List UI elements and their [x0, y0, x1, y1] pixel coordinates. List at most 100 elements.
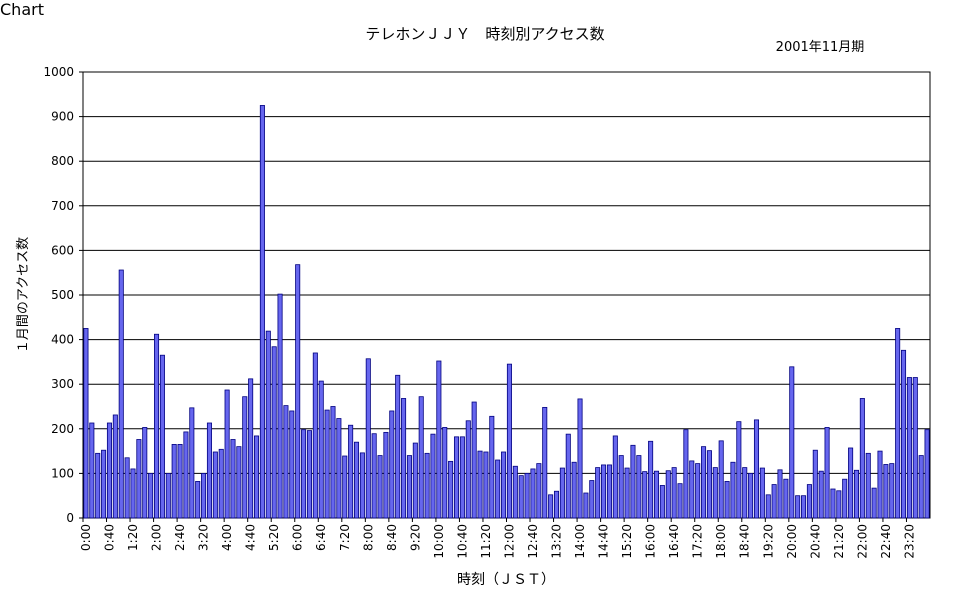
x-tick-label: 18:00: [714, 524, 728, 559]
bar: [818, 470, 824, 519]
bar: [465, 420, 471, 519]
bar: [583, 492, 589, 519]
bar: [801, 495, 807, 519]
x-tick-label: 13:20: [550, 524, 564, 559]
x-tick-label: 12:00: [502, 524, 516, 559]
bar: [218, 448, 224, 519]
bar: [853, 469, 859, 519]
x-tick-label: 3:20: [197, 524, 211, 551]
bar: [112, 414, 118, 519]
x-tick-label: 0:00: [79, 524, 93, 551]
bar: [424, 452, 430, 519]
bar: [530, 468, 536, 519]
bar: [577, 398, 583, 519]
bar: [289, 410, 295, 519]
bar: [283, 405, 289, 519]
x-tick-label: 22:00: [855, 524, 869, 559]
bar: [418, 396, 424, 519]
x-tick-label: 6:00: [291, 524, 305, 551]
bar: [318, 380, 324, 519]
bar: [448, 460, 454, 519]
bar: [771, 484, 777, 519]
x-tick-label: 14:40: [597, 524, 611, 559]
bar: [795, 495, 801, 519]
bar: [442, 427, 448, 519]
bar: [812, 449, 818, 519]
bar: [295, 264, 301, 519]
bar: [601, 464, 607, 519]
x-axis-label: 時刻（ＪＳＴ）: [457, 572, 555, 588]
x-tick-label: 23:20: [902, 524, 916, 559]
bar: [248, 378, 254, 519]
x-tick-label: 19:20: [761, 524, 775, 559]
bar: [271, 346, 277, 519]
bar: [883, 464, 889, 519]
bar: [559, 467, 565, 519]
bar: [489, 415, 495, 519]
bar: [495, 459, 501, 519]
bar: [742, 467, 748, 519]
bar: [918, 455, 924, 519]
bar: [630, 444, 636, 519]
bar: [106, 422, 112, 519]
y-tick-label: 0: [66, 511, 74, 525]
bar: [624, 467, 630, 519]
bar: [195, 481, 201, 519]
y-axis-label: １月間のアクセス数: [16, 237, 31, 353]
bar: [783, 478, 789, 519]
bar: [230, 439, 236, 519]
bar: [677, 483, 683, 519]
bar: [359, 452, 365, 519]
bar: [371, 433, 377, 519]
bar: [865, 452, 871, 519]
bar: [171, 444, 177, 519]
bar: [736, 421, 742, 519]
bar: [406, 455, 412, 519]
x-tick-label: 16:40: [667, 524, 681, 559]
x-tick-label: 15:20: [620, 524, 634, 559]
bar: [330, 406, 336, 519]
bar: [401, 398, 407, 519]
bar: [383, 431, 389, 519]
x-tick-label: 11:20: [479, 524, 493, 559]
bar: [777, 469, 783, 519]
bar: [118, 269, 124, 519]
bar: [659, 485, 665, 519]
bar: [789, 366, 795, 519]
bar: [177, 444, 183, 519]
bar: [148, 472, 154, 519]
x-tick-label: 21:20: [832, 524, 846, 559]
bar: [536, 463, 542, 519]
x-tick-label: 8:00: [361, 524, 375, 551]
bar: [306, 430, 312, 519]
bar: [524, 472, 530, 519]
bar: [706, 450, 712, 519]
y-tick-label: 300: [51, 377, 74, 391]
bar: [477, 450, 483, 519]
bar: [595, 467, 601, 519]
bar: [353, 441, 360, 519]
bar: [242, 396, 248, 519]
bar: [759, 467, 765, 519]
bar: [130, 468, 136, 519]
bar: [924, 429, 930, 519]
bar: [642, 471, 648, 519]
bar-series: [83, 105, 930, 519]
x-tick-label: 20:00: [785, 524, 799, 559]
x-tick-label: 4:40: [244, 524, 258, 551]
x-tick-label: 8:40: [385, 524, 399, 551]
y-tick-label: 600: [51, 243, 74, 257]
bar: [636, 455, 642, 519]
bar: [259, 105, 265, 519]
bar: [395, 374, 401, 519]
x-tick-label: 2:00: [150, 524, 164, 551]
bar: [336, 418, 342, 519]
y-tick-label: 1000: [43, 65, 74, 79]
bar: [236, 446, 242, 519]
y-tick-label: 500: [51, 288, 74, 302]
chart-subtitle: 2001年11月期: [776, 40, 865, 55]
bar: [553, 490, 560, 519]
x-tick-label: 10:40: [455, 524, 469, 559]
x-tick-label: 10:00: [432, 524, 446, 559]
